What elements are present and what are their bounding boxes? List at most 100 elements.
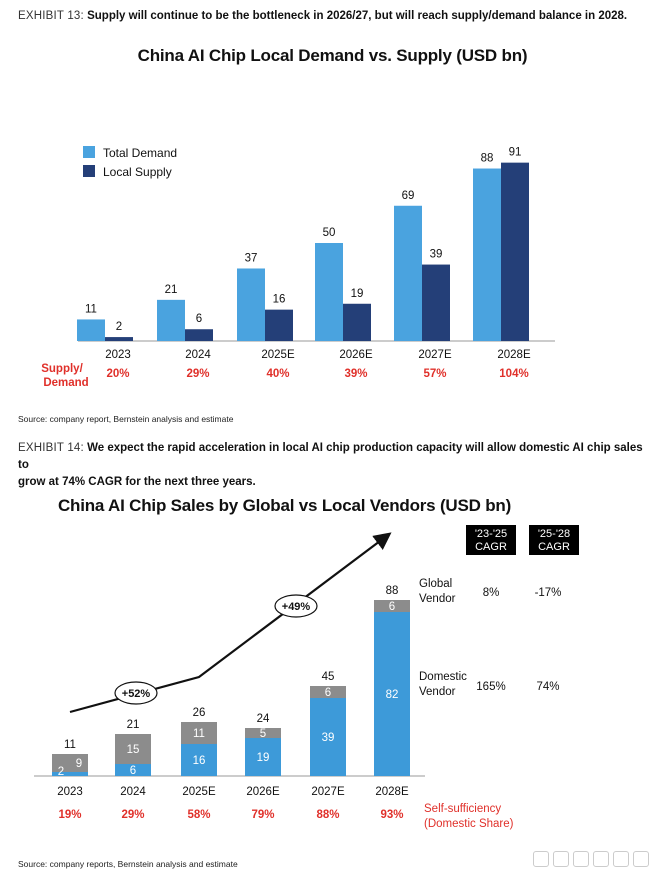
cagr-header-line1: '23-'25	[475, 528, 507, 540]
total-label: 45	[322, 671, 335, 683]
supply-demand-ratio: 20%	[106, 368, 129, 380]
segment-label-global: 6	[325, 687, 331, 699]
series-label-global-line1: Global	[419, 578, 452, 590]
segment-label-domestic: 16	[193, 755, 206, 767]
cagr-global-23-25: 8%	[483, 587, 500, 599]
segment-label-global: 6	[389, 601, 395, 613]
cagr-domestic-23-25: 165%	[476, 681, 505, 693]
bar-total-demand	[157, 299, 185, 341]
x-tick-label: 2027E	[418, 349, 452, 361]
segment-label-domestic: 82	[386, 689, 399, 701]
exhibit-14-header: EXHIBIT 14: We expect the rapid accelera…	[18, 440, 648, 491]
supply-demand-ratio: 104%	[499, 368, 528, 380]
segment-label-global: 5	[260, 728, 266, 740]
x-tick-label: 2025E	[261, 349, 295, 361]
legend-swatch	[83, 146, 95, 158]
bar-local-supply	[265, 309, 293, 341]
bar-domestic-vendor	[115, 764, 151, 776]
bar-domestic-vendor	[245, 738, 281, 776]
cagr-header-box	[466, 525, 516, 555]
series-label-domestic-line2: Vendor	[419, 686, 456, 698]
legend-label: Total Demand	[103, 146, 177, 160]
exhibit-14-text-line1: We expect the rapid acceleration in loca…	[18, 442, 643, 471]
bar-local-supply	[501, 162, 529, 341]
x-tick-label: 2028E	[375, 786, 409, 798]
self-sufficiency-value: 58%	[187, 809, 210, 821]
bar-domestic-vendor	[374, 612, 410, 776]
x-tick-label: 2024	[120, 786, 146, 798]
self-sufficiency-value: 88%	[316, 809, 339, 821]
exhibit-14-label: EXHIBIT 14:	[18, 442, 84, 454]
self-sufficiency-value: 93%	[380, 809, 403, 821]
exhibit-13-text: Supply will continue to be the bottlenec…	[87, 10, 628, 22]
bar-local-supply	[343, 303, 371, 341]
supply-demand-ratio: 29%	[186, 368, 209, 380]
growth-arrow	[69, 532, 392, 714]
bar-global-vendor	[181, 722, 217, 744]
segment-label-global: 15	[127, 744, 140, 756]
segment-label-global: 11	[193, 728, 205, 740]
x-tick-label: 2025E	[182, 786, 216, 798]
data-label: 50	[323, 227, 336, 239]
total-label: 24	[257, 713, 270, 725]
self-sufficiency-value: 29%	[121, 809, 144, 821]
chart-2-sales-by-vendor: 2911202319%61521202429%1611262025E58%195…	[34, 525, 579, 830]
data-label: 11	[85, 303, 97, 315]
ratio-row-label-line2: Demand	[43, 377, 88, 389]
segment-label-domestic: 19	[257, 752, 270, 764]
ratio-row-label-line1: Supply/	[41, 363, 83, 375]
bar-domestic-vendor	[52, 772, 88, 776]
bar-global-vendor	[310, 686, 346, 698]
cagr-header-line2: CAGR	[538, 541, 570, 553]
data-label: 69	[402, 190, 415, 202]
chart-1-demand-vs-supply: 11 21 37 50 69 88 2 6 16 19 39 91 2023 2024 2025E 2026E…	[41, 146, 555, 389]
x-tick-label: 2023	[57, 786, 83, 798]
bar-global-vendor	[52, 754, 88, 772]
bar-global-vendor	[374, 600, 410, 612]
supply-demand-ratio: 39%	[344, 368, 367, 380]
x-tick-label: 2024	[185, 349, 211, 361]
total-label: 11	[64, 739, 76, 751]
bar-global-vendor	[245, 728, 281, 738]
growth-label: +52%	[122, 688, 151, 700]
chart-2-title: China AI Chip Sales by Global vs Local V…	[57, 496, 512, 515]
total-label: 21	[127, 719, 140, 731]
supply-demand-ratio: 57%	[423, 368, 446, 380]
bar-domestic-vendor	[181, 744, 217, 776]
watermark-logo	[533, 851, 649, 867]
chart-1-title: China AI Chip Local Demand vs. Supply (U…	[137, 46, 528, 65]
cagr-header-box	[529, 525, 579, 555]
self-sufficiency-value: 19%	[58, 809, 81, 821]
exhibit-14-source: Source: company reports, Bernstein analy…	[18, 859, 238, 869]
bar-local-supply	[105, 337, 133, 341]
total-label: 88	[386, 585, 399, 597]
data-label: 16	[273, 294, 286, 306]
bar-total-demand	[237, 268, 265, 341]
supply-demand-ratio: 40%	[266, 368, 289, 380]
self-sufficiency-label-line1: Self-sufficiency	[424, 803, 501, 815]
data-label: 21	[165, 284, 178, 296]
exhibit-13-source: Source: company report, Bernstein analys…	[18, 414, 234, 424]
data-label: 6	[196, 313, 202, 325]
bar-global-vendor	[115, 734, 151, 764]
exhibit-13-header: EXHIBIT 13: Supply will continue to be t…	[18, 8, 648, 25]
bar-local-supply	[185, 329, 213, 341]
x-tick-label: 2026E	[246, 786, 280, 798]
growth-label: +49%	[282, 601, 311, 613]
series-label-domestic-line1: Domestic	[419, 671, 467, 683]
growth-bubble	[274, 594, 318, 618]
data-label: 91	[509, 147, 522, 159]
x-tick-label: 2028E	[497, 349, 531, 361]
data-label: 19	[351, 288, 364, 300]
segment-label-global: 9	[76, 758, 82, 770]
bar-local-supply	[422, 264, 450, 341]
x-tick-label: 2023	[105, 349, 131, 361]
segment-label-domestic: 2	[58, 766, 64, 778]
exhibit-13-label: EXHIBIT 13:	[18, 10, 84, 22]
bar-total-demand	[473, 168, 501, 341]
segment-label-domestic: 6	[130, 765, 136, 777]
self-sufficiency-label-line2: (Domestic Share)	[424, 818, 514, 830]
self-sufficiency-value: 79%	[251, 809, 274, 821]
cagr-global-25-28: -17%	[535, 587, 562, 599]
x-tick-label: 2026E	[339, 349, 373, 361]
